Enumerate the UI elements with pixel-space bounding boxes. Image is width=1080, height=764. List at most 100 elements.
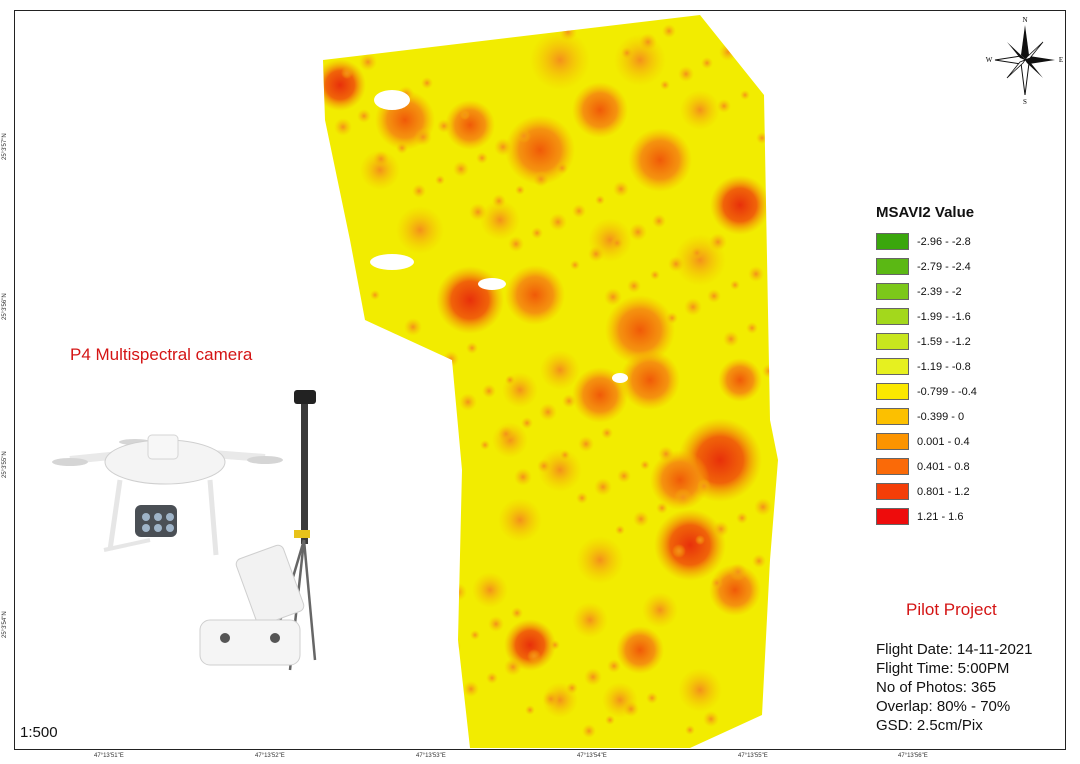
project-title: Pilot Project bbox=[906, 600, 997, 619]
vegetation-speckle bbox=[752, 554, 766, 568]
lon-label: 47°13'53"E bbox=[416, 753, 446, 759]
vegetation-speckle bbox=[601, 427, 613, 439]
vegetation-speckle bbox=[615, 525, 625, 535]
vegetation-speckle bbox=[505, 375, 515, 385]
vegetation-speckle bbox=[514, 468, 532, 486]
tree-crown bbox=[436, 266, 504, 334]
vegetation-speckle bbox=[584, 668, 602, 686]
vegetation-speckle bbox=[404, 318, 422, 336]
vegetation-speckle bbox=[470, 630, 480, 640]
vegetation-speckle bbox=[658, 446, 674, 462]
legend-swatch bbox=[876, 333, 909, 350]
vegetation-speckle bbox=[414, 128, 432, 146]
north-arrow-icon: N S W E bbox=[986, 16, 1063, 105]
vegetation-speckle bbox=[424, 648, 442, 666]
tree-crown bbox=[678, 668, 722, 712]
vegetation-speckle bbox=[363, 341, 379, 357]
vegetation-speckle bbox=[748, 266, 764, 282]
legend-label: -0.799 - -0.4 bbox=[917, 385, 977, 398]
vegetation-speckle bbox=[678, 66, 694, 82]
vegetation-speckle bbox=[560, 450, 570, 460]
vegetation-speckle bbox=[460, 110, 470, 120]
tree-crown bbox=[360, 150, 400, 190]
vegetation-speckle bbox=[709, 233, 727, 251]
vegetation-speckle bbox=[459, 393, 477, 411]
vegetation-speckle bbox=[449, 583, 467, 601]
vegetation-speckle bbox=[431, 597, 443, 609]
vegetation-speckle bbox=[463, 681, 479, 697]
tree-crown bbox=[530, 30, 590, 90]
vegetation-speckle bbox=[347, 299, 361, 313]
lon-label: 47°13'54"E bbox=[577, 753, 607, 759]
vegetation-speckle bbox=[443, 351, 459, 367]
vegetation-speckle bbox=[736, 512, 748, 524]
vegetation-speckle bbox=[711, 577, 723, 589]
legend-label: 0.801 - 1.2 bbox=[917, 485, 970, 498]
vegetation-speckle bbox=[684, 298, 702, 316]
vegetation-speckle bbox=[662, 24, 676, 38]
vegetation-speckle bbox=[504, 658, 522, 676]
legend-swatch bbox=[876, 308, 909, 325]
legend-label: 0.401 - 0.8 bbox=[917, 460, 970, 473]
vegetation-speckle bbox=[717, 99, 731, 113]
vegetation-speckle bbox=[435, 175, 445, 185]
legend-swatch bbox=[876, 483, 909, 500]
vegetation-speckle bbox=[521, 417, 533, 429]
legend-row: -0.799 - -0.4 bbox=[876, 379, 977, 404]
field-area bbox=[323, 15, 778, 748]
legend-row: -2.79 - -2.4 bbox=[876, 254, 977, 279]
vegetation-speckle bbox=[556, 162, 568, 174]
vegetation-speckle bbox=[543, 691, 559, 707]
legend-label: -2.96 - -2.8 bbox=[917, 235, 971, 248]
vegetation-speckle bbox=[370, 290, 380, 300]
drone-and-controller-image bbox=[52, 390, 317, 671]
tree-crown bbox=[616, 626, 664, 674]
vegetation-speckle bbox=[498, 426, 514, 442]
vegetation-speckle bbox=[334, 118, 352, 136]
vegetation-speckle bbox=[566, 682, 578, 694]
vegetation-speckle bbox=[511, 607, 523, 619]
vegetation-speckle bbox=[674, 488, 692, 506]
tree-crown bbox=[650, 450, 710, 510]
vegetation-speckle bbox=[629, 223, 647, 241]
legend-row: 0.401 - 0.8 bbox=[876, 454, 977, 479]
vegetation-speckle bbox=[488, 616, 504, 632]
vegetation-speckle bbox=[613, 181, 629, 197]
legend-swatch bbox=[876, 408, 909, 425]
vegetation-speckle bbox=[695, 535, 705, 545]
vegetation-speckle bbox=[604, 288, 622, 306]
legend-swatch bbox=[876, 433, 909, 450]
vegetation-speckle bbox=[425, 365, 435, 375]
vegetation-speckle bbox=[412, 184, 426, 198]
legend-swatch bbox=[876, 283, 909, 300]
overlap: Overlap: 80% - 70% bbox=[876, 698, 1011, 715]
vegetation-speckle bbox=[469, 203, 487, 221]
vegetation-speckle bbox=[640, 460, 650, 470]
vegetation-speckle bbox=[408, 606, 424, 622]
legend-row: -1.59 - -1.2 bbox=[876, 329, 977, 354]
vegetation-speckle bbox=[341, 67, 353, 79]
vegetation-speckle bbox=[570, 260, 580, 270]
vegetation-speckle bbox=[656, 502, 668, 514]
vegetation-speckle bbox=[373, 151, 389, 167]
vegetation-speckle bbox=[713, 521, 729, 537]
vegetation-speckle bbox=[533, 171, 549, 187]
legend-label: -2.39 - -2 bbox=[917, 285, 962, 298]
vegetation-speckle bbox=[486, 672, 498, 684]
vegetation-speckle bbox=[701, 57, 713, 69]
legend-row: -2.39 - -2 bbox=[876, 279, 977, 304]
vegetation-speckle bbox=[623, 701, 639, 717]
tree-crown bbox=[472, 572, 508, 608]
vegetation-speckle bbox=[537, 459, 551, 473]
vegetation-speckle bbox=[685, 725, 695, 735]
tree-crown bbox=[323, 59, 366, 111]
vegetation-speckle bbox=[627, 279, 641, 293]
tree-crown bbox=[505, 265, 565, 325]
vegetation-speckle bbox=[729, 563, 747, 581]
legend-swatch bbox=[876, 258, 909, 275]
vegetation-speckle bbox=[758, 76, 774, 92]
vegetation-speckle bbox=[562, 394, 576, 408]
tree-crown bbox=[628, 128, 692, 192]
tree-crown bbox=[540, 350, 580, 390]
